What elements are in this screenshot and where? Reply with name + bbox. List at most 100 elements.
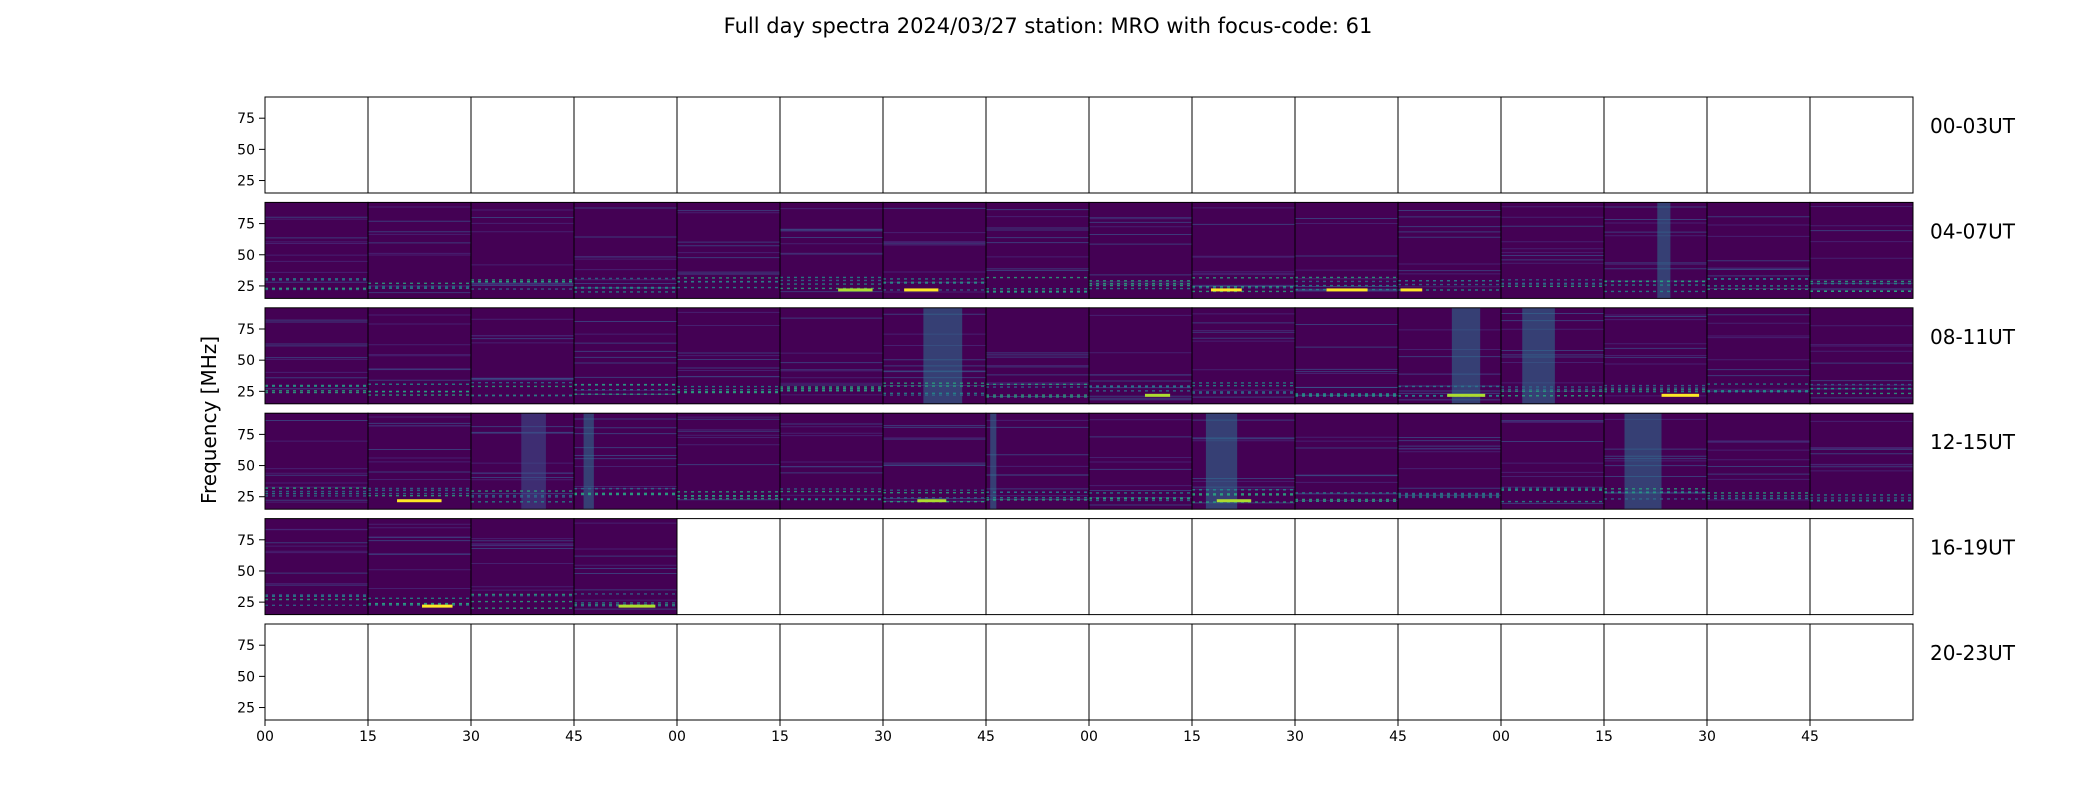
panel-frame [470,96,575,194]
spectrum-panel [676,518,781,616]
spectrum-emission [1447,393,1486,397]
spectrum-background [368,413,471,510]
panel-frame [573,623,678,721]
spectrum-panel [985,518,1090,616]
y-tick-label: 25 [237,595,255,611]
spectrum-emission [1400,288,1423,292]
spectrum-panel [676,201,781,299]
panel-frame [1088,518,1193,616]
spectrum-panel [264,307,369,405]
y-tick-label: 25 [237,384,255,400]
spectrum-panel [1088,412,1193,510]
panel-frame [985,96,1090,194]
y-axis-label: Frequency [MHz] [197,336,221,504]
spectrum-panel [882,307,987,405]
spectrum-panel [882,623,987,721]
spectrum-band [521,413,546,510]
spectrum-panel [264,96,369,194]
panel-frame [1191,96,1296,194]
spectrum-panel [1706,623,1811,721]
spectrum-panel [882,412,987,510]
spectrum-emission [1326,288,1368,292]
spectrum-panel [367,518,472,616]
x-tick-label: 15 [771,729,789,745]
x-tick-label: 00 [256,729,274,745]
panel-frame [985,623,1090,721]
spectrum-emission [1210,288,1242,292]
spectrum-background [986,413,1089,510]
spectrum-background [1707,413,1810,510]
spectrum-background [265,518,368,615]
panel-frame [1088,623,1193,721]
spectrum-panel [882,201,987,299]
spectrum-panel [1603,412,1708,510]
spectrum-background [265,307,368,404]
spectrum-panel [1191,307,1296,405]
spectrum-background [265,202,368,299]
panel-frame [1809,518,1914,616]
spectrum-panel [367,412,472,510]
spectrum-emission [1661,393,1700,397]
y-tick-label: 50 [237,353,255,369]
x-tick-label: 45 [1389,729,1407,745]
row-label: 16-19UT [1930,536,2016,560]
spectrum-background [1398,307,1501,404]
x-tick-label: 30 [1698,729,1716,745]
panel-frame [676,623,781,721]
panel-frame [779,623,884,721]
spectrum-panel [1397,307,1502,405]
panel-frame [882,623,987,721]
spectrum-panel [1294,623,1399,721]
spectrum-panel [264,623,369,721]
spectrum-panel [367,623,472,721]
spectrum-panel [1088,518,1193,616]
spectrum-panel [573,623,678,721]
x-tick-label: 30 [1286,729,1304,745]
panel-frame [985,518,1090,616]
panel-frame [1191,623,1296,721]
spectrum-background [986,202,1089,299]
plot-area: 25 50 75 00-03UT 25 50 75 04-07UT 25 50 75 08-11UT 2… [237,96,2016,745]
panel-frame [676,518,781,616]
panel-frame [1397,96,1502,194]
panel-frame [264,96,369,194]
spectrum-panel [470,623,575,721]
spectrum-panel [882,518,987,616]
spectrum-panel [1294,307,1399,405]
spectrum-background [986,307,1089,404]
spectrum-panel [676,623,781,721]
y-tick-label: 50 [237,564,255,580]
spectrum-panel [1809,412,1914,510]
spectrum-panel [779,307,884,405]
spectrum-background [677,202,780,299]
panel-frame [470,623,575,721]
panel-frame [1603,96,1708,194]
spectrum-background [574,307,677,404]
spectrum-panel [1088,623,1193,721]
spectrum-panel [1809,307,1914,405]
panel-frame [1809,96,1914,194]
spectrum-panel [985,201,1090,299]
panel-frame [1294,623,1399,721]
spectrum-band [1451,307,1481,404]
spectrum-emission [618,604,656,608]
spectrum-background [574,518,677,615]
x-tick-label: 15 [1595,729,1613,745]
spectrum-emission [904,288,939,292]
y-tick-label: 75 [237,111,255,127]
spectrum-band [1657,202,1671,299]
y-tick-label: 75 [237,427,255,443]
spectrum-panel [573,412,678,510]
spectrum-panel [1500,518,1605,616]
spectrum-background [1089,307,1192,404]
panel-frame [1706,96,1811,194]
x-tick-label: 00 [668,729,686,745]
spectrum-panel [1809,96,1914,194]
y-tick-label: 25 [237,701,255,717]
x-tick-label: 45 [977,729,995,745]
spectrum-background [1810,307,1913,404]
x-tick-label: 15 [359,729,377,745]
x-tick-label: 00 [1080,729,1098,745]
y-tick-label: 75 [237,217,255,233]
spectrum-panel [470,307,575,405]
